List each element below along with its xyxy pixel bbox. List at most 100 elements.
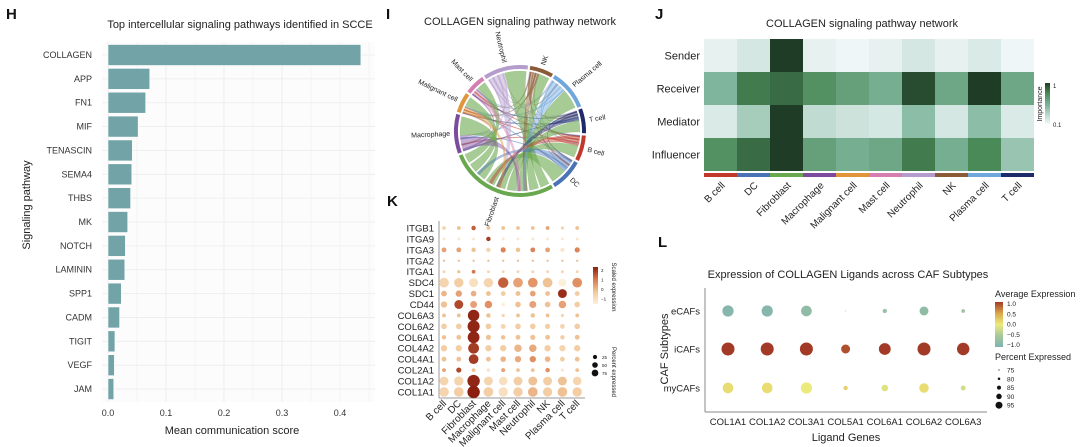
dot: [544, 301, 551, 308]
heatmap-cell: [902, 39, 935, 72]
dot: [472, 237, 476, 241]
legend-title: Importance: [1037, 86, 1044, 121]
legend-tick: 1: [1053, 84, 1057, 90]
dot: [472, 259, 475, 262]
dot: [501, 226, 506, 230]
heatmap-cell: [1001, 39, 1034, 72]
column-color-strip: [704, 173, 737, 177]
dot: [516, 313, 520, 318]
dot: [544, 356, 551, 362]
sector-label: T cell: [589, 114, 607, 124]
dot: [530, 247, 536, 253]
heatmap-cell: [770, 138, 803, 171]
dot: [545, 247, 551, 253]
dot: [442, 226, 446, 230]
dot: [483, 376, 493, 386]
dot: [531, 237, 535, 241]
row-label: ITGA3: [407, 245, 434, 256]
dot: [441, 335, 447, 340]
dot: [500, 345, 507, 352]
heatmap-cell: [737, 138, 770, 171]
row-label: Mediator: [657, 117, 700, 129]
dot: [455, 323, 462, 330]
column-label: COL5A1: [827, 417, 863, 428]
dot: [467, 309, 480, 322]
column-color-strip: [803, 173, 836, 177]
dot: [441, 247, 447, 253]
dot: [457, 259, 460, 262]
dot: [559, 356, 565, 362]
bar-app: [107, 68, 151, 90]
heatmap-cell: [1001, 105, 1034, 138]
row-label: COL6A1: [398, 333, 434, 344]
dot: [471, 247, 476, 253]
bar-collagen: [107, 44, 362, 66]
legend-title: Percent Expressed: [995, 352, 1071, 362]
dot: [572, 277, 583, 288]
heatmap-cell: [836, 138, 869, 171]
dot: [454, 300, 464, 309]
chord-b-cell-fibroblast: [488, 135, 580, 185]
heatmap-cell: [803, 138, 836, 171]
dot: [560, 247, 565, 252]
dot: [486, 247, 491, 253]
row-label: Receiver: [657, 84, 701, 96]
bar-notch: [107, 235, 126, 257]
heatmap-cell: [968, 39, 1001, 72]
panel-label-h: H: [6, 6, 17, 23]
dot: [530, 368, 535, 372]
dot: [572, 387, 582, 397]
bar-vegf: [107, 354, 115, 376]
dot: [558, 278, 567, 287]
sector-macrophage: [454, 113, 462, 154]
dot: [530, 334, 536, 340]
sector-label: Macrophage: [411, 131, 450, 140]
legend-tick: 80: [1007, 376, 1015, 383]
legend-tick: −0.5: [1007, 332, 1020, 339]
dot: [575, 313, 580, 318]
dot: [453, 387, 464, 397]
dot: [558, 300, 567, 309]
size-legend-dot: [995, 401, 1003, 409]
legend-title: Percent expressed: [610, 347, 616, 397]
dot: [456, 356, 462, 362]
bar-laminin: [107, 258, 126, 281]
dot: [442, 259, 446, 262]
chord-fibroblast-dc: [485, 153, 565, 186]
dot: [800, 382, 813, 394]
dot: [529, 323, 536, 330]
legend-title: Average Expression: [995, 289, 1075, 299]
heatmap-cell: [869, 138, 902, 171]
dot: [529, 290, 536, 297]
bar-fn1: [107, 91, 147, 114]
bar-tenascin: [107, 139, 133, 162]
bar-tigit: [107, 330, 116, 353]
dot: [455, 345, 462, 352]
dot: [799, 342, 813, 356]
y-tick-label: LAMININ: [55, 265, 92, 275]
chord-fibroblast-malignant-cell: [465, 97, 497, 172]
dot: [531, 259, 534, 262]
row-label: ITGA2: [407, 256, 434, 267]
size-legend-dot: [592, 362, 598, 368]
panel-label-i: I: [386, 6, 390, 23]
dot: [545, 367, 550, 373]
legend-tick: 95: [1007, 403, 1015, 410]
chord-nk-fibroblast: [522, 71, 539, 192]
column-color-strip: [935, 173, 968, 177]
dot: [527, 277, 538, 288]
row-label: COL1A1: [398, 387, 434, 398]
dot: [498, 387, 508, 397]
row-label: eCAFs: [671, 307, 700, 318]
heatmap-cell: [836, 72, 869, 105]
heatmap-cell: [737, 39, 770, 72]
dot: [439, 387, 449, 397]
dot: [575, 270, 579, 274]
row-label: iCAFs: [674, 345, 700, 356]
dot: [456, 334, 462, 340]
dot: [485, 291, 491, 296]
row-label: myCAFs: [664, 384, 701, 395]
dot: [561, 259, 564, 262]
dot: [486, 270, 490, 274]
bar-mif: [107, 115, 139, 138]
